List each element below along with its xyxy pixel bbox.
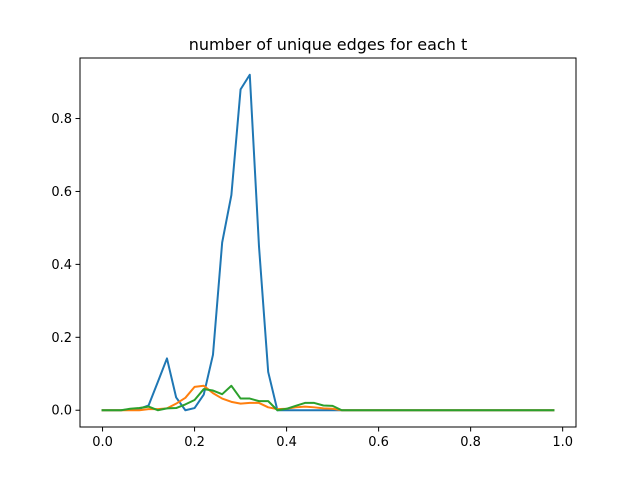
x-axis: 0.0 0.2 0.4 0.6 0.8 1.0 [92, 427, 573, 450]
series-layer [101, 73, 555, 412]
chart-title: number of unique edges for each t [189, 35, 467, 54]
y-axis: 0.0 0.2 0.4 0.6 0.8 [51, 112, 80, 419]
y-tick-label: 0.0 [51, 404, 72, 419]
x-tick-label: 0.4 [276, 435, 297, 450]
y-tick-label: 0.4 [51, 258, 72, 273]
x-tick-label: 0.8 [460, 435, 481, 450]
series-line-3 [101, 384, 555, 412]
x-tick-label: 0.0 [92, 435, 113, 450]
x-tick-label: 0.2 [184, 435, 205, 450]
plot-area-frame [79, 57, 577, 428]
y-tick-label: 0.8 [51, 112, 72, 127]
y-tick-label: 0.6 [51, 185, 72, 200]
x-tick-label: 0.6 [368, 435, 389, 450]
y-tick-label: 0.2 [51, 331, 72, 346]
x-tick-label: 1.0 [552, 435, 573, 450]
